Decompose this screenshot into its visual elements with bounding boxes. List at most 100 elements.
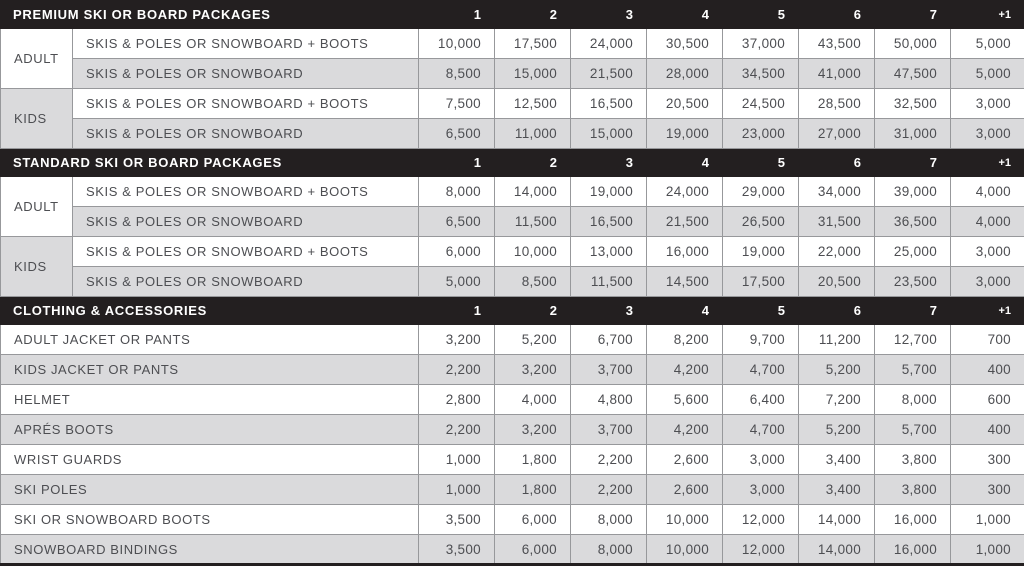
column-header-plus-one: +1: [951, 149, 1024, 177]
item-description: APRÉS BOOTS: [1, 415, 419, 445]
column-header-7: 7: [875, 1, 951, 29]
price-cell: 7,500: [419, 89, 495, 119]
price-cell: 47,500: [875, 59, 951, 89]
column-header-2: 2: [495, 1, 571, 29]
price-cell: 600: [951, 385, 1024, 415]
price-cell: 37,000: [723, 29, 799, 59]
price-cell: 29,000: [723, 177, 799, 207]
price-cell: 1,000: [951, 535, 1024, 565]
price-cell: 8,200: [647, 325, 723, 355]
price-cell: 15,000: [571, 119, 647, 149]
price-cell: 3,200: [495, 355, 571, 385]
price-cell: 15,000: [495, 59, 571, 89]
price-cell: 10,000: [419, 29, 495, 59]
price-cell: 28,500: [799, 89, 875, 119]
price-cell: 4,800: [571, 385, 647, 415]
price-cell: 16,500: [571, 89, 647, 119]
price-cell: 12,000: [723, 505, 799, 535]
price-cell: 34,500: [723, 59, 799, 89]
price-cell: 22,000: [799, 237, 875, 267]
item-description: SKIS & POLES OR SNOWBOARD: [73, 59, 419, 89]
price-cell: 3,700: [571, 415, 647, 445]
item-description: SKIS & POLES OR SNOWBOARD: [73, 207, 419, 237]
price-cell: 12,000: [723, 535, 799, 565]
price-cell: 19,000: [723, 237, 799, 267]
price-cell: 7,200: [799, 385, 875, 415]
price-cell: 3,000: [723, 475, 799, 505]
column-header-2: 2: [495, 297, 571, 325]
price-cell: 300: [951, 445, 1024, 475]
price-cell: 5,700: [875, 415, 951, 445]
price-cell: 3,000: [951, 119, 1024, 149]
price-cell: 2,800: [419, 385, 495, 415]
price-cell: 16,000: [875, 535, 951, 565]
price-cell: 5,000: [951, 29, 1024, 59]
price-cell: 12,700: [875, 325, 951, 355]
price-cell: 16,500: [571, 207, 647, 237]
price-cell: 20,500: [647, 89, 723, 119]
price-cell: 400: [951, 415, 1024, 445]
price-cell: 5,200: [495, 325, 571, 355]
price-cell: 43,500: [799, 29, 875, 59]
price-cell: 6,000: [419, 237, 495, 267]
item-description: SKIS & POLES OR SNOWBOARD: [73, 267, 419, 297]
item-description: SKIS & POLES OR SNOWBOARD + BOOTS: [73, 237, 419, 267]
price-cell: 17,500: [495, 29, 571, 59]
price-cell: 8,000: [571, 535, 647, 565]
price-cell: 6,000: [495, 535, 571, 565]
price-cell: 1,800: [495, 475, 571, 505]
price-cell: 8,500: [495, 267, 571, 297]
price-cell: 3,200: [419, 325, 495, 355]
column-header-7: 7: [875, 149, 951, 177]
price-cell: 28,000: [647, 59, 723, 89]
price-cell: 3,200: [495, 415, 571, 445]
section-title: PREMIUM SKI OR BOARD PACKAGES: [1, 1, 419, 29]
price-cell: 5,200: [799, 415, 875, 445]
group-label: ADULT: [1, 29, 73, 89]
column-header-4: 4: [647, 1, 723, 29]
price-cell: 6,500: [419, 119, 495, 149]
price-cell: 8,500: [419, 59, 495, 89]
price-cell: 700: [951, 325, 1024, 355]
price-cell: 2,200: [419, 355, 495, 385]
price-cell: 10,000: [495, 237, 571, 267]
group-label: ADULT: [1, 177, 73, 237]
price-cell: 3,500: [419, 535, 495, 565]
item-description: SKIS & POLES OR SNOWBOARD: [73, 119, 419, 149]
price-cell: 4,000: [951, 177, 1024, 207]
price-cell: 31,000: [875, 119, 951, 149]
column-header-1: 1: [419, 149, 495, 177]
price-cell: 21,500: [571, 59, 647, 89]
item-description: SKI OR SNOWBOARD BOOTS: [1, 505, 419, 535]
column-header-3: 3: [571, 149, 647, 177]
price-cell: 1,800: [495, 445, 571, 475]
price-cell: 4,700: [723, 415, 799, 445]
price-cell: 2,200: [571, 475, 647, 505]
price-cell: 19,000: [647, 119, 723, 149]
column-header-6: 6: [799, 149, 875, 177]
group-label: KIDS: [1, 89, 73, 149]
column-header-5: 5: [723, 1, 799, 29]
price-cell: 19,000: [571, 177, 647, 207]
price-cell: 4,200: [647, 355, 723, 385]
price-cell: 8,000: [571, 505, 647, 535]
price-cell: 12,500: [495, 89, 571, 119]
price-cell: 2,600: [647, 475, 723, 505]
item-description: SKI POLES: [1, 475, 419, 505]
price-cell: 39,000: [875, 177, 951, 207]
price-cell: 21,500: [647, 207, 723, 237]
item-description: SNOWBOARD BINDINGS: [1, 535, 419, 565]
column-header-5: 5: [723, 149, 799, 177]
item-description: SKIS & POLES OR SNOWBOARD + BOOTS: [73, 177, 419, 207]
price-cell: 31,500: [799, 207, 875, 237]
price-cell: 25,000: [875, 237, 951, 267]
price-cell: 23,000: [723, 119, 799, 149]
price-cell: 32,500: [875, 89, 951, 119]
item-description: HELMET: [1, 385, 419, 415]
price-cell: 6,700: [571, 325, 647, 355]
